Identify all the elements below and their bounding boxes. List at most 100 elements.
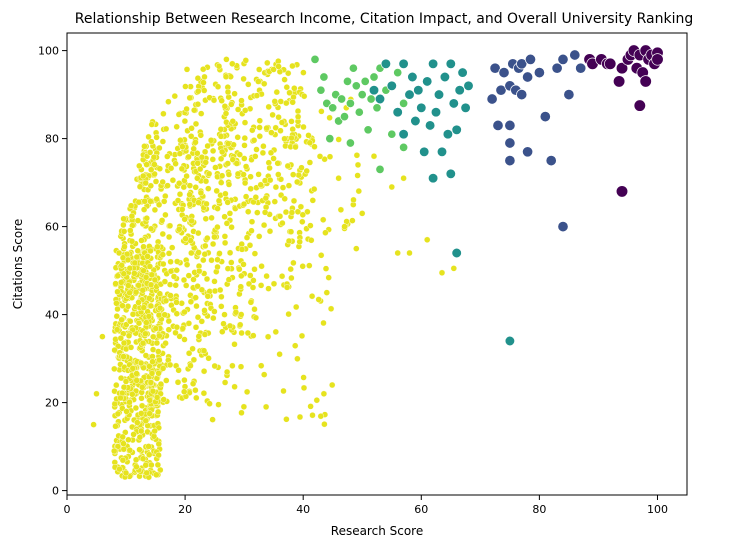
x-tick-label: 20 — [178, 503, 192, 516]
y-tick-label: 80 — [45, 133, 59, 146]
scatter-point — [200, 79, 207, 86]
scatter-point — [256, 132, 263, 140]
scatter-point — [321, 155, 328, 163]
scatter-point — [413, 85, 424, 96]
scatter-point — [387, 129, 397, 139]
scatter-point — [221, 311, 228, 318]
scatter-point — [252, 314, 260, 321]
scatter-point — [162, 211, 169, 219]
scatter-point — [311, 143, 318, 150]
scatter-point — [240, 403, 248, 410]
scatter-point — [311, 185, 318, 193]
scatter-point — [247, 173, 254, 180]
scatter-point — [290, 171, 297, 178]
scatter-point — [160, 110, 167, 118]
scatter-point — [460, 102, 471, 113]
scatter-point — [188, 125, 195, 132]
scatter-point — [366, 94, 376, 104]
scatter-point — [137, 410, 145, 417]
scatter-point — [121, 243, 128, 250]
scatter-point — [135, 198, 143, 206]
scatter-point — [639, 75, 652, 88]
scatter-point — [261, 209, 269, 216]
scatter-point — [211, 278, 218, 285]
scatter-point — [215, 197, 223, 205]
scatter-point — [172, 282, 179, 289]
scatter-point — [185, 320, 193, 327]
scatter-point — [256, 124, 263, 131]
scatter-point — [263, 272, 270, 280]
scatter-point — [225, 276, 233, 283]
scatter-point — [275, 63, 282, 70]
scatter-point — [156, 165, 164, 172]
scatter-point — [351, 81, 361, 91]
scatter-point — [194, 100, 202, 108]
scatter-point — [345, 98, 355, 108]
scatter-point — [181, 216, 188, 223]
scatter-point — [252, 153, 259, 160]
scatter-point — [380, 58, 392, 69]
scatter-point — [375, 164, 385, 174]
scatter-point — [214, 205, 221, 212]
scatter-point — [247, 299, 255, 306]
scatter-point — [133, 370, 140, 377]
scatter-point — [198, 318, 206, 325]
scatter-point — [288, 118, 295, 125]
scatter-point — [255, 171, 262, 178]
scatter-point — [308, 293, 316, 300]
scatter-point — [200, 368, 208, 375]
scatter-point — [195, 249, 202, 256]
scatter-point — [219, 328, 226, 335]
scatter-point — [113, 300, 120, 307]
scatter-point — [419, 146, 430, 157]
scatter-point — [148, 461, 155, 469]
scatter-point — [225, 171, 233, 178]
scatter-point — [398, 129, 409, 140]
scatter-point — [214, 83, 222, 90]
scatter-point — [463, 80, 474, 91]
scatter-point — [300, 123, 307, 131]
scatter-point — [147, 198, 154, 205]
scatter-point — [224, 88, 232, 96]
scatter-point — [315, 296, 322, 303]
scatter-point — [296, 413, 304, 421]
scatter-point — [149, 358, 156, 365]
scatter-point — [407, 71, 418, 83]
scatter-point — [265, 285, 272, 292]
scatter-point — [181, 308, 188, 316]
scatter-point — [433, 89, 445, 100]
scatter-point — [326, 114, 333, 122]
scatter-point — [120, 215, 127, 223]
scatter-point — [111, 365, 118, 373]
scatter-point — [162, 340, 169, 347]
scatter-point — [341, 223, 348, 230]
scatter-point — [276, 351, 283, 358]
scatter-point — [110, 447, 118, 455]
scatter-point — [156, 304, 164, 312]
scatter-point — [143, 161, 150, 168]
scatter-point — [117, 335, 125, 342]
scatter-point — [359, 210, 366, 217]
scatter-point — [374, 93, 386, 105]
scatter-point — [651, 53, 664, 66]
plot-area-frame — [66, 32, 688, 496]
scatter-point — [155, 451, 162, 459]
scatter-point — [137, 427, 145, 435]
scatter-point — [153, 471, 160, 478]
scatter-point — [143, 469, 150, 477]
scatter-point — [287, 265, 294, 273]
scatter-point — [612, 75, 626, 88]
scatter-point — [230, 141, 237, 149]
scatter-point — [126, 265, 134, 272]
scatter-point — [180, 183, 188, 191]
scatter-point — [160, 260, 167, 268]
scatter-point — [218, 293, 225, 300]
scatter-point — [147, 166, 155, 173]
scatter-point — [159, 251, 167, 258]
scatter-point — [222, 110, 230, 117]
scatter-point — [125, 332, 133, 339]
scatter-point — [392, 107, 403, 118]
scatter-point — [155, 370, 162, 377]
scatter-point — [438, 269, 446, 276]
